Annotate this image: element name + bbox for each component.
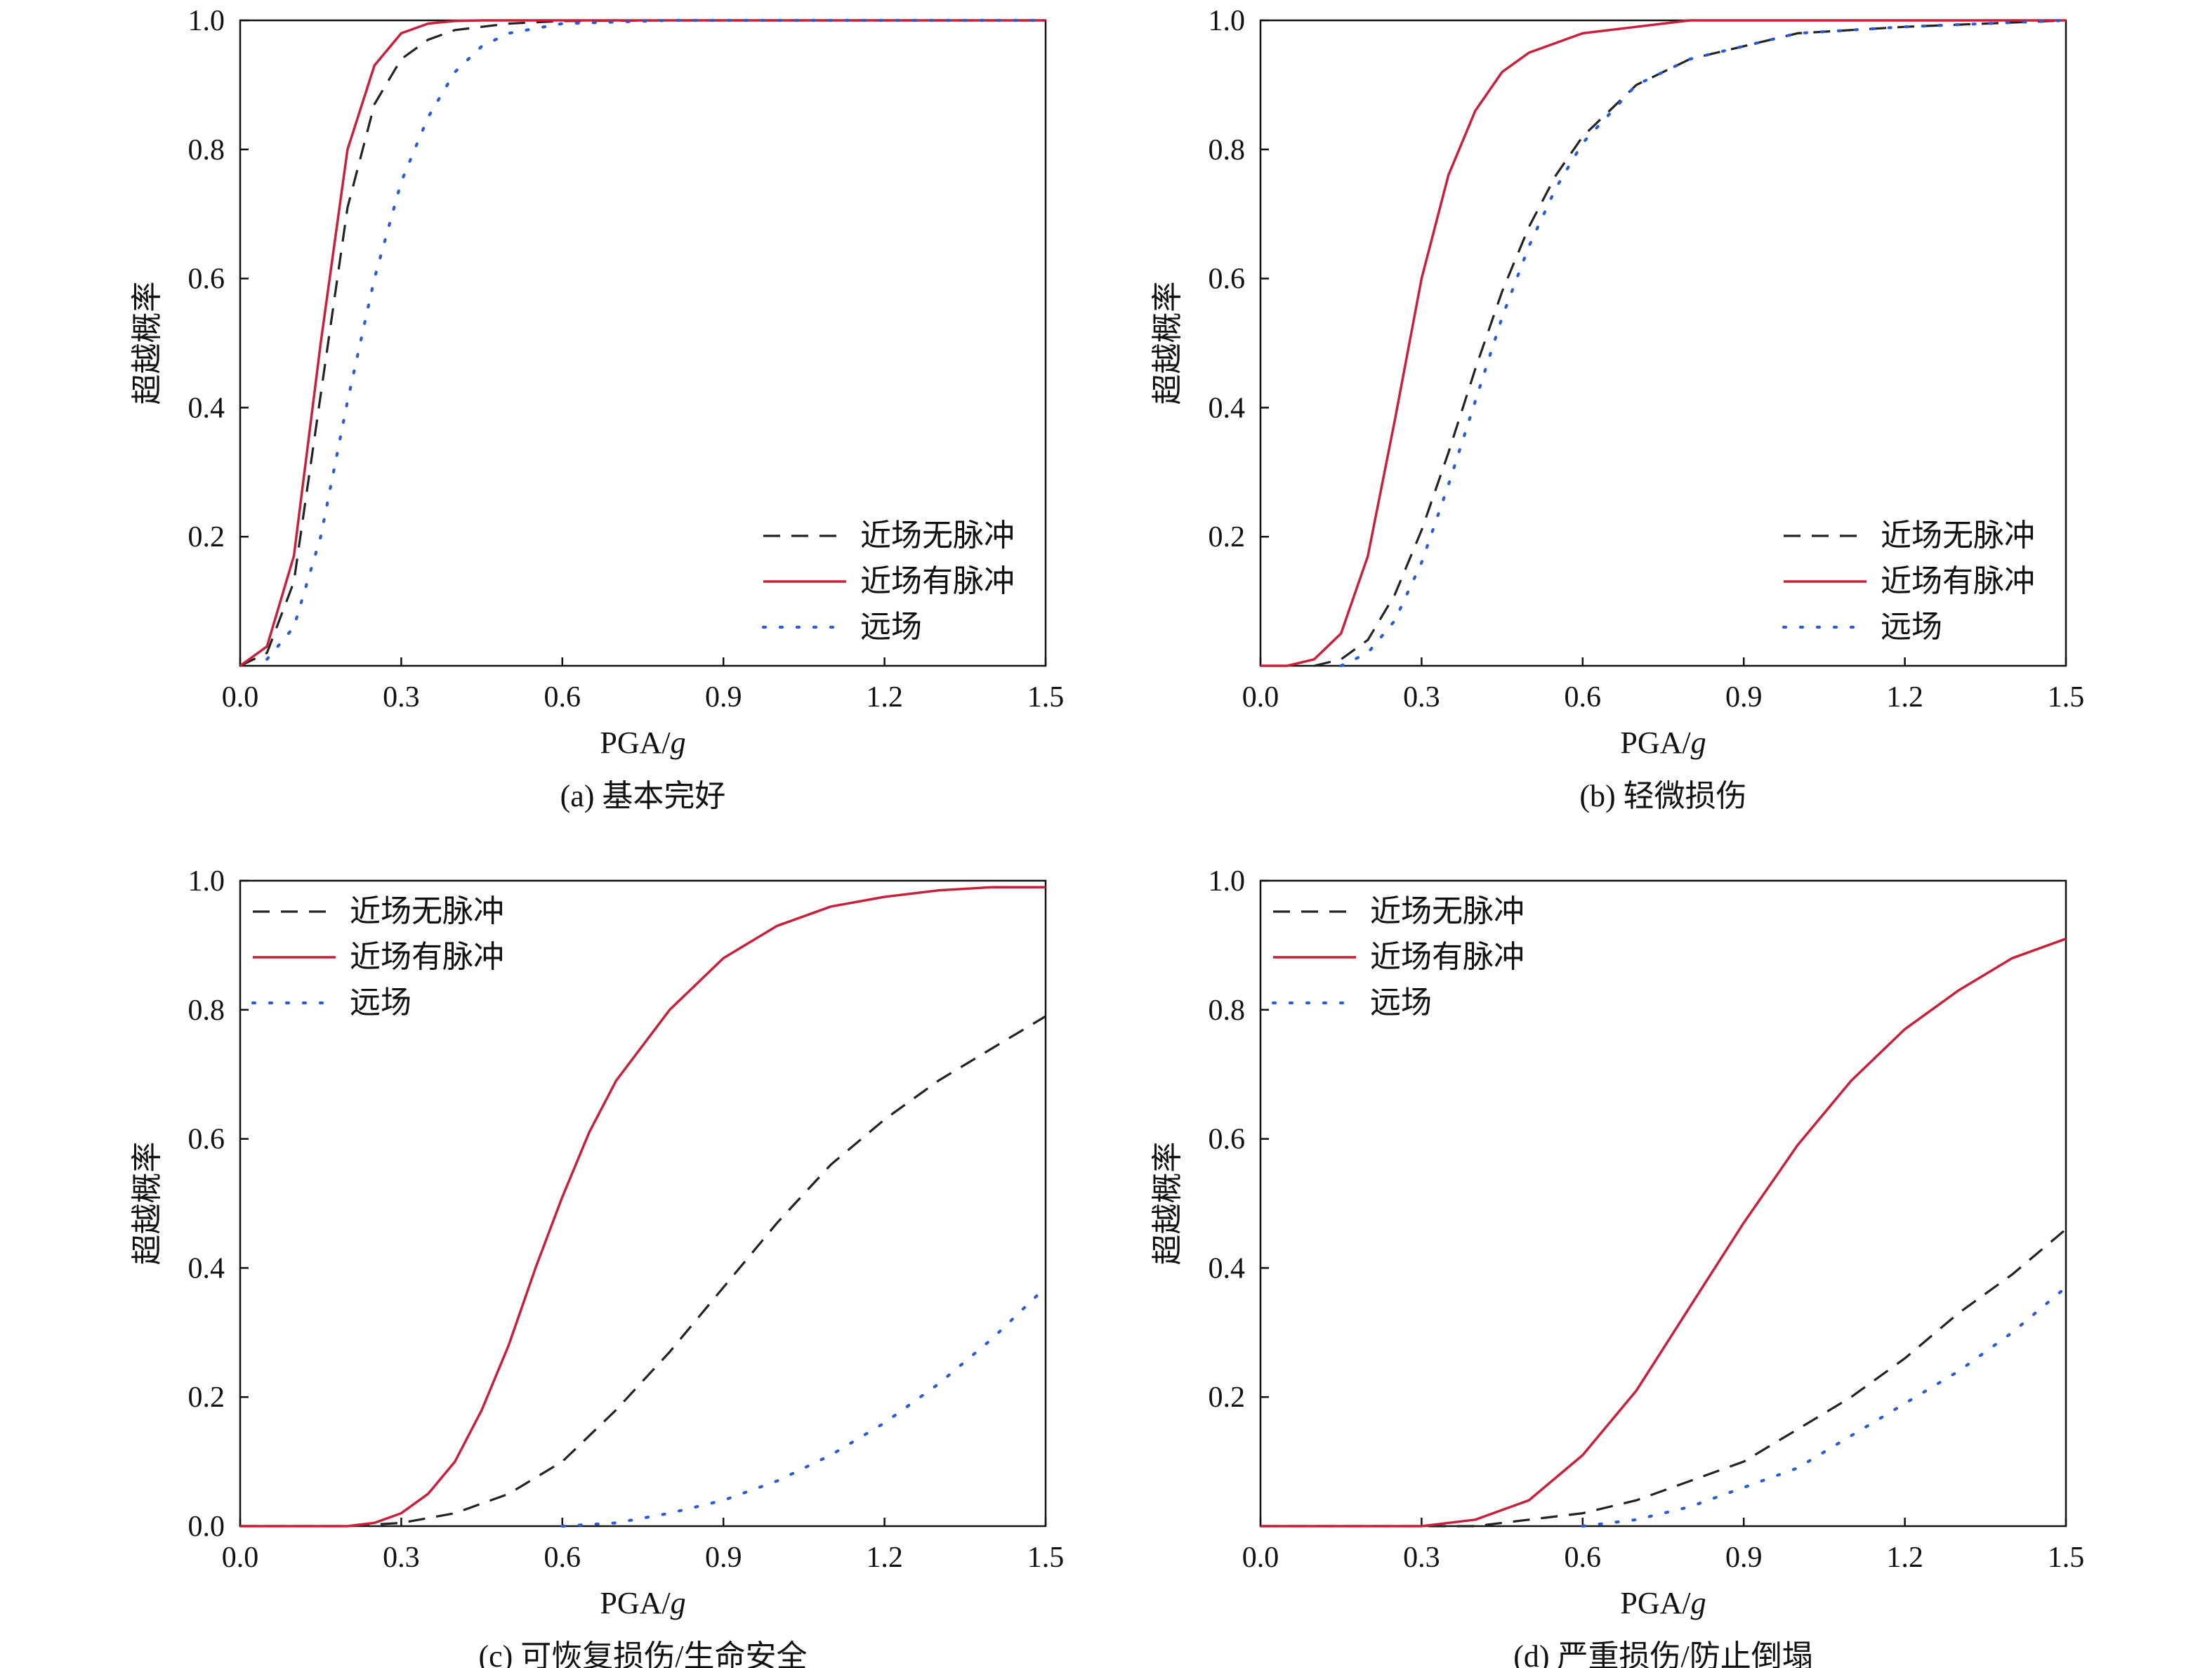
x-tick-label: 0.0	[222, 1542, 259, 1574]
x-tick-label: 1.5	[2048, 681, 2085, 714]
y-tick-label: 1.0	[1209, 5, 1246, 37]
y-tick-label: 0.6	[188, 1124, 225, 1156]
y-tick-label: 0.0	[188, 1511, 225, 1543]
legend-label: 远场	[1370, 985, 1432, 1020]
x-tick-label: 1.5	[1027, 681, 1065, 714]
x-tick-label: 0.0	[1242, 1542, 1279, 1574]
series-line-solid	[239, 19, 1046, 667]
series-line-dotted	[1581, 1285, 2068, 1528]
legend-label: 近场无脉冲	[350, 894, 504, 928]
x-tick-label: 0.6	[1565, 1542, 1602, 1574]
x-tick-label: 0.9	[1725, 1542, 1763, 1574]
y-tick-label: 1.0	[188, 865, 225, 898]
legend-label: 近场有脉冲	[1370, 940, 1525, 974]
plot-frame	[1259, 879, 2067, 1528]
y-tick-label: 0.8	[1209, 134, 1246, 166]
y-tick-label: 1.0	[1209, 865, 1246, 898]
legend-label: 近场有脉冲	[1881, 564, 2035, 598]
y-tick-label: 0.4	[1209, 392, 1246, 424]
x-tick-label: 0.0	[222, 681, 259, 714]
series-line-dotted	[265, 18, 1048, 661]
y-tick-label: 0.8	[1209, 994, 1246, 1027]
x-tick-label: 0.6	[544, 681, 581, 714]
x-tick-label: 0.0	[1242, 681, 1279, 714]
series-line-dashed	[1314, 19, 2067, 667]
series-line-dashed	[239, 19, 1046, 667]
panel-caption: (a) 基本完好	[560, 779, 726, 813]
y-tick-label: 0.6	[1209, 1124, 1246, 1156]
y-tick-label: 0.6	[1209, 263, 1246, 296]
legend-label: 近场无脉冲	[1370, 894, 1525, 928]
x-tick-label: 1.2	[866, 681, 903, 714]
x-tick-label: 1.2	[866, 1542, 903, 1574]
legend-label: 近场有脉冲	[350, 940, 504, 974]
x-tick-label: 0.6	[1565, 681, 1602, 714]
plot-frame	[1259, 19, 2067, 667]
y-tick-label: 0.4	[1209, 1252, 1246, 1285]
x-tick-label: 1.5	[2048, 1542, 2085, 1574]
series-line-dotted	[560, 1285, 1048, 1528]
x-tick-label: 0.3	[1403, 1542, 1440, 1574]
x-axis-title: PGA/g	[600, 725, 685, 760]
panel-caption: (b) 轻微损伤	[1579, 779, 1746, 813]
y-axis-title: 超越概率	[1150, 282, 1185, 405]
legend-label: 近场有脉冲	[860, 564, 1015, 598]
chart-panel-c: 0.0 0.3 0.6 0.9 1.2 1.5 0.0 0.2 0.4 0.6 0.8 1.0 PGA/…	[130, 865, 1064, 1668]
series-line-solid	[240, 886, 1046, 1528]
legend-label: 远场	[1881, 610, 1942, 644]
y-tick-label: 1.0	[188, 5, 225, 37]
y-axis-title: 超越概率	[1150, 1142, 1185, 1266]
series-line-dashed	[1260, 1228, 2067, 1528]
x-axis-title: PGA/g	[600, 1586, 685, 1620]
x-tick-label: 0.6	[544, 1542, 581, 1574]
y-tick-label: 0.8	[188, 994, 225, 1027]
x-tick-label: 1.2	[1886, 1542, 1923, 1574]
chart-panel-b: 0.0 0.3 0.6 0.9 1.2 1.5 0.2 0.4 0.6 0.8 1.0 PGA/g 超越…	[1150, 5, 2084, 813]
series-line-solid	[1260, 938, 2067, 1528]
plot-frame	[239, 879, 1047, 1528]
legend-label: 远场	[350, 985, 412, 1020]
series-line-dashed	[240, 1015, 1046, 1528]
chart-panel-d: 0.0 0.3 0.6 0.9 1.2 1.5 0.2 0.4 0.6 0.8 1.0 PGA/g 超越…	[1150, 865, 2084, 1668]
y-tick-label: 0.4	[188, 1252, 225, 1285]
y-tick-label: 0.2	[188, 521, 225, 553]
x-axis-title: PGA/g	[1620, 725, 1706, 760]
y-tick-label: 0.6	[188, 263, 225, 296]
x-tick-label: 0.3	[383, 681, 420, 714]
x-tick-label: 0.9	[705, 1542, 742, 1574]
series-line-solid	[1260, 19, 2066, 667]
y-tick-label: 0.8	[188, 134, 225, 166]
x-tick-label: 0.9	[705, 681, 742, 714]
y-axis-title: 超越概率	[130, 282, 164, 405]
y-axis-title: 超越概率	[130, 1142, 164, 1266]
y-tick-label: 0.2	[1209, 521, 1246, 553]
legend-label: 近场无脉冲	[860, 518, 1015, 553]
chart-panel-a: 0.0 0.3 0.6 0.9 1.2 1.5 0.2 0.4 0.6 0.8 1.0 PGA/g 超越…	[130, 5, 1064, 813]
legend-label: 近场无脉冲	[1881, 518, 2035, 553]
y-tick-label: 0.2	[188, 1381, 225, 1414]
x-axis-title: PGA/g	[1620, 1586, 1706, 1620]
x-tick-label: 1.5	[1027, 1542, 1065, 1574]
panel-caption: (d) 严重损伤/防止倒塌	[1513, 1639, 1813, 1668]
x-tick-label: 0.9	[1725, 681, 1763, 714]
legend-label: 远场	[860, 610, 922, 644]
x-tick-label: 0.3	[383, 1542, 420, 1574]
series-line-dotted	[1339, 18, 2068, 668]
y-tick-label: 0.4	[188, 392, 225, 424]
x-tick-label: 1.2	[1886, 681, 1923, 714]
x-tick-label: 0.3	[1403, 681, 1440, 714]
panel-caption: (c) 可恢复损伤/生命安全	[478, 1639, 807, 1668]
y-tick-label: 0.2	[1209, 1381, 1246, 1414]
